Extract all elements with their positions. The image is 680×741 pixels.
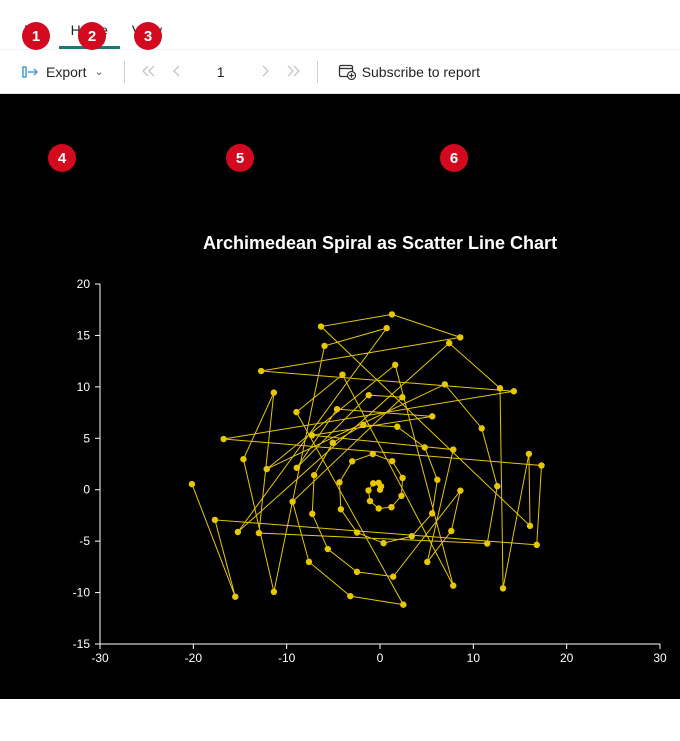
pager-prev-icon[interactable] — [163, 60, 191, 84]
toolbar: Export ⌄ 1 Subscribe to report — [0, 50, 680, 94]
pager-last-icon[interactable] — [279, 60, 307, 84]
annotation-badge: 3 — [134, 22, 162, 50]
pager-page-number: 1 — [191, 64, 251, 80]
svg-text:0: 0 — [83, 483, 90, 497]
annotation-badge: 5 — [226, 144, 254, 172]
svg-text:-15: -15 — [73, 637, 91, 651]
pager-next-icon[interactable] — [251, 60, 279, 84]
svg-text:10: 10 — [77, 380, 91, 394]
pager-first-icon[interactable] — [135, 60, 163, 84]
export-icon — [22, 65, 40, 79]
pager: 1 — [135, 60, 307, 84]
svg-text:20: 20 — [560, 651, 574, 665]
export-button[interactable]: Export ⌄ — [12, 60, 114, 84]
svg-text:5: 5 — [83, 431, 90, 445]
separator — [124, 61, 125, 83]
svg-text:-10: -10 — [278, 651, 296, 665]
spiral-chart: Archimedean Spiral as Scatter Line Chart… — [0, 94, 680, 699]
chart-area: Archimedean Spiral as Scatter Line Chart… — [0, 94, 680, 699]
svg-text:-10: -10 — [73, 586, 91, 600]
separator — [317, 61, 318, 83]
svg-text:10: 10 — [467, 651, 481, 665]
svg-text:30: 30 — [653, 651, 667, 665]
subscribe-button[interactable]: Subscribe to report — [328, 60, 490, 84]
annotation-badge: 6 — [440, 144, 468, 172]
svg-text:20: 20 — [77, 277, 91, 291]
svg-text:-5: -5 — [79, 534, 90, 548]
export-label: Export — [46, 64, 86, 80]
annotation-badge: 1 — [22, 22, 50, 50]
svg-text:0: 0 — [377, 651, 384, 665]
subscribe-label: Subscribe to report — [362, 64, 480, 80]
annotation-badge: 2 — [78, 22, 106, 50]
svg-text:-20: -20 — [185, 651, 203, 665]
svg-text:Archimedean Spiral as Scatter: Archimedean Spiral as Scatter Line Chart — [203, 233, 557, 253]
svg-text:15: 15 — [77, 328, 91, 342]
subscribe-icon — [338, 64, 356, 80]
annotation-badge: 4 — [48, 144, 76, 172]
svg-text:-30: -30 — [91, 651, 109, 665]
chevron-down-icon: ⌄ — [94, 65, 103, 78]
